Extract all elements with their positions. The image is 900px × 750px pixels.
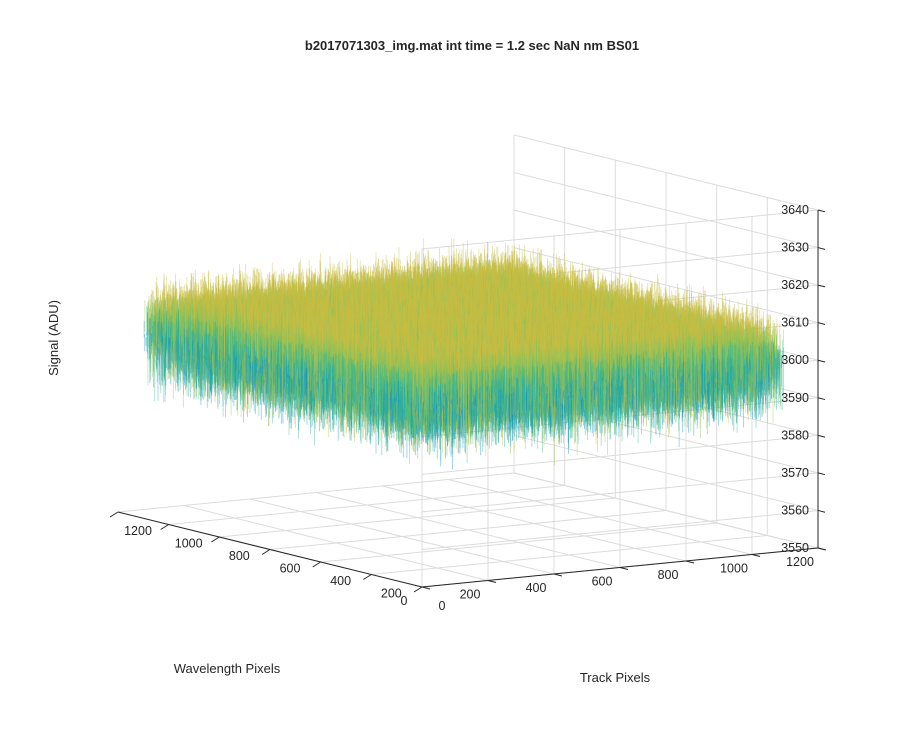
surface-plot: 3550356035703580359036003610362036303640…: [0, 0, 900, 750]
